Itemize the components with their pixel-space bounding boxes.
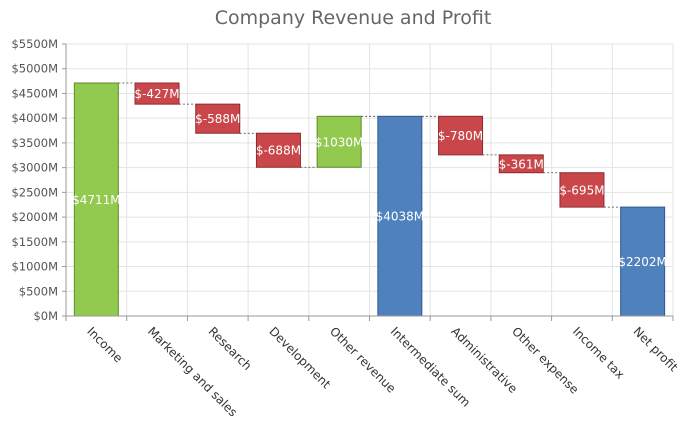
data-label: $-427M xyxy=(134,87,179,101)
bar-marketing-and-sales xyxy=(134,82,180,105)
data-label: $4038M xyxy=(376,210,425,224)
x-tick-label: Income xyxy=(84,324,125,365)
data-label: $-695M xyxy=(559,183,604,197)
data-labels: $4711M $-427M $-588M $-688M $1030M $4038M $-78… xyxy=(72,87,667,269)
y-tick-label: $1500M xyxy=(11,235,58,249)
y-tick-label: $500M xyxy=(19,284,58,298)
data-label: $-688M xyxy=(256,144,301,158)
data-label: $1030M xyxy=(315,135,364,149)
bar-administrative xyxy=(438,115,484,156)
bar-other-revenue xyxy=(316,115,362,168)
y-tick-label: $1000M xyxy=(11,260,58,274)
y-tick-label: $4000M xyxy=(11,111,58,125)
data-label: $2202M xyxy=(618,255,667,269)
y-tick-label: $3500M xyxy=(11,136,58,150)
bar-net-profit xyxy=(620,206,666,317)
y-tick-label: $3000M xyxy=(11,161,58,175)
bar-development xyxy=(255,132,301,168)
y-tick-label: $2500M xyxy=(11,185,58,199)
data-label: $-780M xyxy=(438,129,483,143)
y-tick-label: $0M xyxy=(33,309,58,323)
bar-income-tax xyxy=(559,172,605,208)
y-tick-label: $4500M xyxy=(11,86,58,100)
x-tick-label: Other revenue xyxy=(327,324,398,395)
bar-income xyxy=(73,82,119,317)
x-tick-label: Income tax xyxy=(570,324,627,381)
connector-lines xyxy=(118,82,621,208)
y-tick-label: $5500M xyxy=(11,37,58,51)
data-label: $4711M xyxy=(72,193,121,207)
x-tick-label: Research xyxy=(206,324,255,373)
bar-other-expense xyxy=(498,154,544,174)
chart-title: Company Revenue and Profit xyxy=(215,7,492,29)
bars xyxy=(73,82,666,317)
y-tick-label: $2000M xyxy=(11,210,58,224)
y-tick-label: $5000M xyxy=(11,62,58,76)
x-tick-label: Development xyxy=(266,324,333,391)
bar-intermediate-sum xyxy=(377,115,423,317)
data-label: $-588M xyxy=(195,112,240,126)
x-tick-label: Net profit xyxy=(631,324,680,374)
bar-research xyxy=(195,103,241,134)
data-label: $-361M xyxy=(499,157,544,171)
